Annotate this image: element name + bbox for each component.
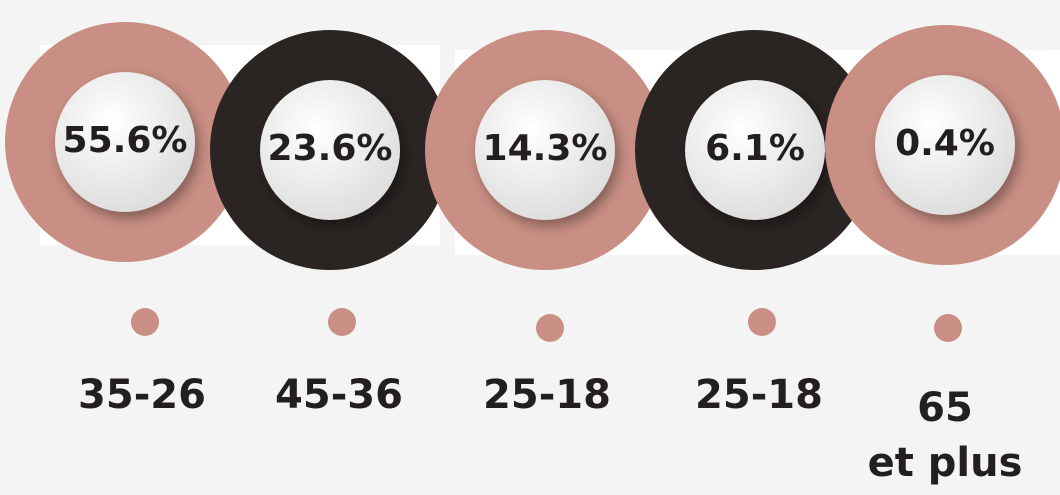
age-label: 35-26: [78, 372, 206, 418]
percent-value: 14.3%: [483, 128, 608, 169]
percent-value: 0.4%: [895, 123, 995, 164]
inner-circle: [55, 72, 195, 212]
percent-value: 23.6%: [268, 128, 393, 169]
dot: [328, 308, 356, 336]
age-label: 45-36: [275, 372, 403, 418]
percent-value: 55.6%: [63, 120, 188, 161]
age-label: et plus: [868, 440, 1023, 486]
inner-circle: [875, 75, 1015, 215]
inner-circle: [260, 80, 400, 220]
inner-circle: [685, 80, 825, 220]
dot: [748, 308, 776, 336]
age-label: 65: [917, 385, 973, 431]
dot: [131, 308, 159, 336]
inner-circle: [475, 80, 615, 220]
percent-value: 6.1%: [705, 128, 805, 169]
dot: [934, 314, 962, 342]
dot: [536, 314, 564, 342]
age-label: 25-18: [483, 372, 611, 418]
age-label: 25-18: [695, 372, 823, 418]
